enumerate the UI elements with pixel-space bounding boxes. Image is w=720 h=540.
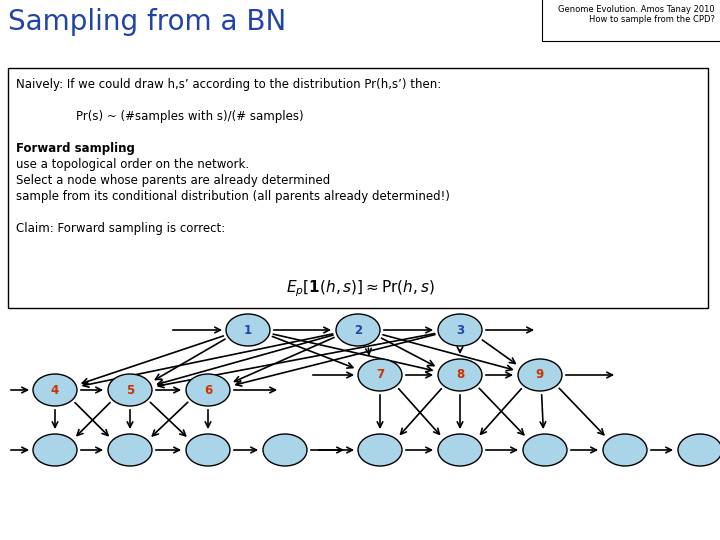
Ellipse shape bbox=[108, 434, 152, 466]
Ellipse shape bbox=[603, 434, 647, 466]
Text: 4: 4 bbox=[51, 383, 59, 396]
Ellipse shape bbox=[358, 359, 402, 391]
Ellipse shape bbox=[358, 434, 402, 466]
Text: Genome Evolution. Amos Tanay 2010
How to sample from the CPD?: Genome Evolution. Amos Tanay 2010 How to… bbox=[559, 5, 715, 24]
Text: Claim: Forward sampling is correct:: Claim: Forward sampling is correct: bbox=[16, 222, 225, 235]
Text: 2: 2 bbox=[354, 323, 362, 336]
Text: use a topological order on the network.: use a topological order on the network. bbox=[16, 158, 249, 171]
Ellipse shape bbox=[438, 434, 482, 466]
Text: $E_p[\mathbf{1}(h,s)] \approx \Pr(h,s)$: $E_p[\mathbf{1}(h,s)] \approx \Pr(h,s)$ bbox=[286, 278, 434, 299]
Ellipse shape bbox=[678, 434, 720, 466]
Text: :: : bbox=[120, 142, 124, 155]
Text: 8: 8 bbox=[456, 368, 464, 381]
Bar bbox=[8, 68, 708, 308]
Ellipse shape bbox=[523, 434, 567, 466]
Text: Sampling from a BN: Sampling from a BN bbox=[8, 8, 287, 36]
Ellipse shape bbox=[33, 434, 77, 466]
Text: Forward sampling: Forward sampling bbox=[16, 142, 135, 155]
Text: 3: 3 bbox=[456, 323, 464, 336]
Text: 6: 6 bbox=[204, 383, 212, 396]
Ellipse shape bbox=[518, 359, 562, 391]
Text: 1: 1 bbox=[244, 323, 252, 336]
Text: 7: 7 bbox=[376, 368, 384, 381]
Ellipse shape bbox=[263, 434, 307, 466]
Text: Pr(s) ~ (#samples with s)/(# samples): Pr(s) ~ (#samples with s)/(# samples) bbox=[16, 110, 304, 123]
Text: Naively: If we could draw h,s’ according to the distribution Pr(h,s’) then:: Naively: If we could draw h,s’ according… bbox=[16, 78, 441, 91]
Ellipse shape bbox=[438, 359, 482, 391]
Ellipse shape bbox=[108, 374, 152, 406]
Ellipse shape bbox=[438, 314, 482, 346]
Text: 5: 5 bbox=[126, 383, 134, 396]
Text: 9: 9 bbox=[536, 368, 544, 381]
Text: Select a node whose parents are already determined: Select a node whose parents are already … bbox=[16, 174, 330, 187]
Text: sample from its conditional distribution (all parents already determined!): sample from its conditional distribution… bbox=[16, 190, 450, 203]
Ellipse shape bbox=[186, 434, 230, 466]
Ellipse shape bbox=[186, 374, 230, 406]
Ellipse shape bbox=[226, 314, 270, 346]
Ellipse shape bbox=[33, 374, 77, 406]
Ellipse shape bbox=[336, 314, 380, 346]
